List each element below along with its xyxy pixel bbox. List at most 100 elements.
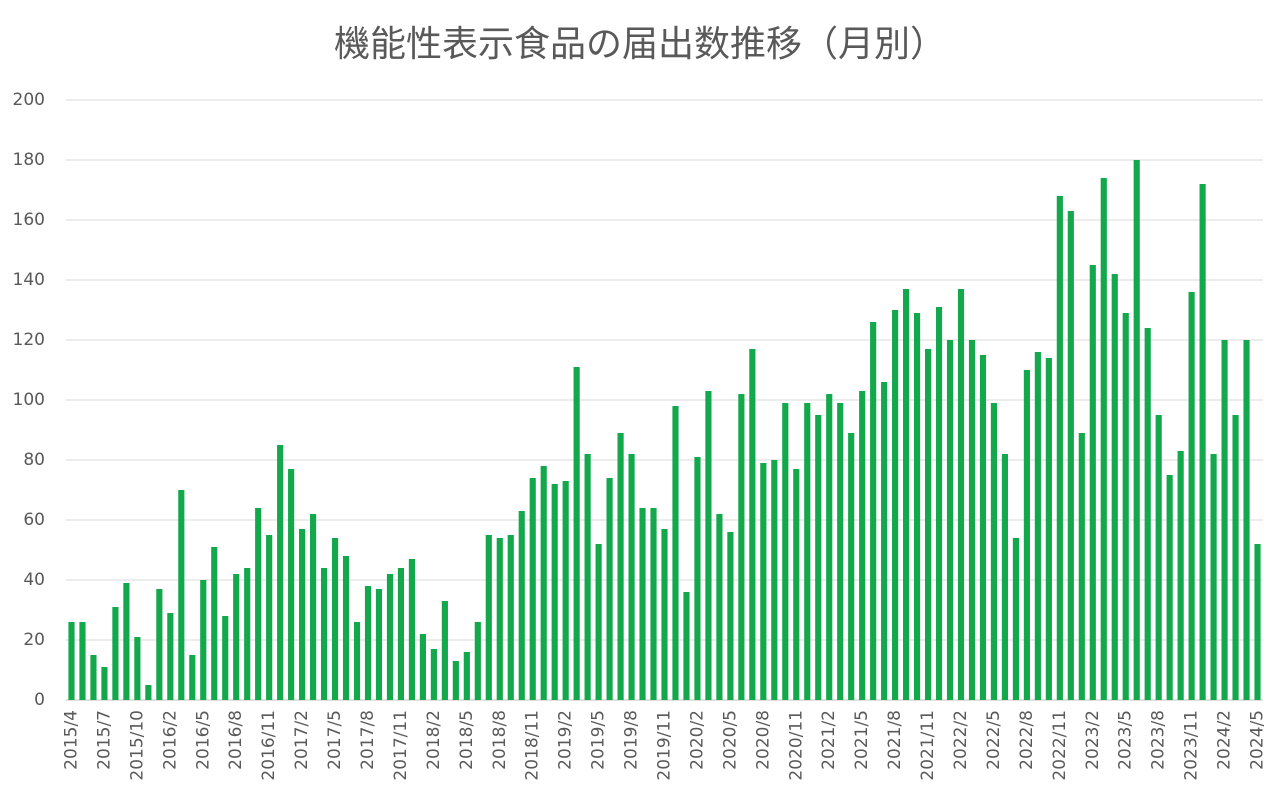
bar <box>134 637 141 700</box>
bar <box>562 481 569 700</box>
bar <box>738 394 745 700</box>
bar <box>364 586 372 700</box>
x-tick-label: 2015/7 <box>94 710 114 770</box>
bar <box>804 403 811 700</box>
bar <box>628 454 635 700</box>
x-tick-label: 2021/11 <box>918 710 938 781</box>
bar <box>375 589 383 700</box>
bar <box>1023 370 1030 700</box>
bar <box>255 508 262 700</box>
bar <box>639 508 646 700</box>
bar <box>870 322 877 700</box>
bar <box>551 484 558 700</box>
bar <box>101 667 108 700</box>
bar <box>386 574 394 700</box>
x-tick-label: 2022/5 <box>984 710 1004 770</box>
x-tick-label: 2020/8 <box>753 710 773 770</box>
x-tick-label: 2022/2 <box>951 710 971 770</box>
bar <box>277 445 284 700</box>
bar <box>1199 184 1206 700</box>
bar <box>233 574 240 700</box>
bar <box>299 529 306 700</box>
bar <box>1166 475 1173 700</box>
bar <box>924 349 932 700</box>
x-tick-label: 2015/10 <box>127 710 147 781</box>
bar <box>90 655 97 700</box>
y-tick-label: 60 <box>23 510 45 530</box>
y-tick-label: 120 <box>13 330 45 350</box>
bar <box>540 466 547 700</box>
x-tick-label: 2018/2 <box>424 710 444 770</box>
bar <box>672 406 679 700</box>
y-tick-label: 80 <box>23 450 45 470</box>
bar <box>683 592 690 700</box>
bar <box>288 469 295 700</box>
x-tick-label: 2016/11 <box>259 710 279 781</box>
bar <box>705 391 712 700</box>
bar <box>529 478 536 700</box>
bar <box>968 340 976 700</box>
bar <box>441 601 448 700</box>
x-tick-label: 2020/11 <box>786 710 806 781</box>
bar <box>1243 340 1250 700</box>
bar <box>397 568 405 700</box>
bar <box>661 529 668 700</box>
bar <box>123 583 130 700</box>
bar <box>178 490 185 700</box>
x-tick-label: 2023/2 <box>1083 710 1103 770</box>
bar <box>848 433 855 700</box>
bar <box>1221 340 1228 700</box>
y-tick-label: 160 <box>13 210 45 230</box>
bar <box>1078 433 1085 700</box>
x-tick-label: 2024/2 <box>1215 710 1235 770</box>
x-tick-label: 2021/2 <box>819 710 839 770</box>
x-tick-label: 2023/8 <box>1149 710 1169 770</box>
bar <box>331 538 339 700</box>
bar <box>859 391 866 700</box>
bar <box>1034 352 1041 700</box>
bar <box>1089 265 1096 700</box>
x-tick-label: 2018/8 <box>490 710 510 770</box>
y-tick-label: 40 <box>23 570 45 590</box>
bar <box>694 457 701 700</box>
bar <box>79 622 86 700</box>
y-tick-label: 0 <box>34 690 45 710</box>
bar <box>650 508 657 700</box>
x-tick-label: 2019/11 <box>655 710 675 781</box>
bar <box>68 622 75 700</box>
bar <box>496 538 503 700</box>
bar <box>1144 328 1151 700</box>
bar <box>156 589 163 700</box>
bar <box>782 403 789 700</box>
bar <box>903 289 910 700</box>
bar <box>1056 196 1063 700</box>
bar <box>112 607 119 700</box>
x-tick-label: 2019/8 <box>622 710 642 770</box>
bar <box>474 622 481 700</box>
x-tick-label: 2020/2 <box>687 710 707 770</box>
bar <box>892 310 899 700</box>
y-tick-label: 100 <box>13 390 45 410</box>
bar <box>1155 415 1162 700</box>
x-tick-label: 2019/5 <box>589 710 609 770</box>
bar <box>1133 160 1140 700</box>
bar <box>617 433 624 700</box>
bar <box>727 532 734 700</box>
bar <box>200 580 207 700</box>
bar <box>1067 211 1074 700</box>
bar <box>320 568 328 700</box>
x-tick-label: 2016/5 <box>193 710 213 770</box>
bar <box>957 289 965 700</box>
bar <box>419 634 426 700</box>
x-tick-label: 2023/5 <box>1116 710 1136 770</box>
bar <box>452 661 459 700</box>
x-tick-label: 2016/8 <box>226 710 246 770</box>
bar <box>595 544 602 700</box>
bar <box>606 478 613 700</box>
bar <box>211 547 218 700</box>
bar <box>1188 292 1195 700</box>
x-tick-label: 2017/8 <box>358 710 378 770</box>
bar <box>1111 274 1118 700</box>
bar <box>881 382 888 700</box>
